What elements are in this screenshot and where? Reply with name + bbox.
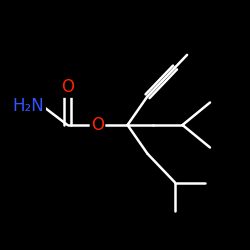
Text: O: O <box>91 116 104 134</box>
Text: O: O <box>61 78 74 96</box>
Text: H₂N: H₂N <box>13 97 44 115</box>
